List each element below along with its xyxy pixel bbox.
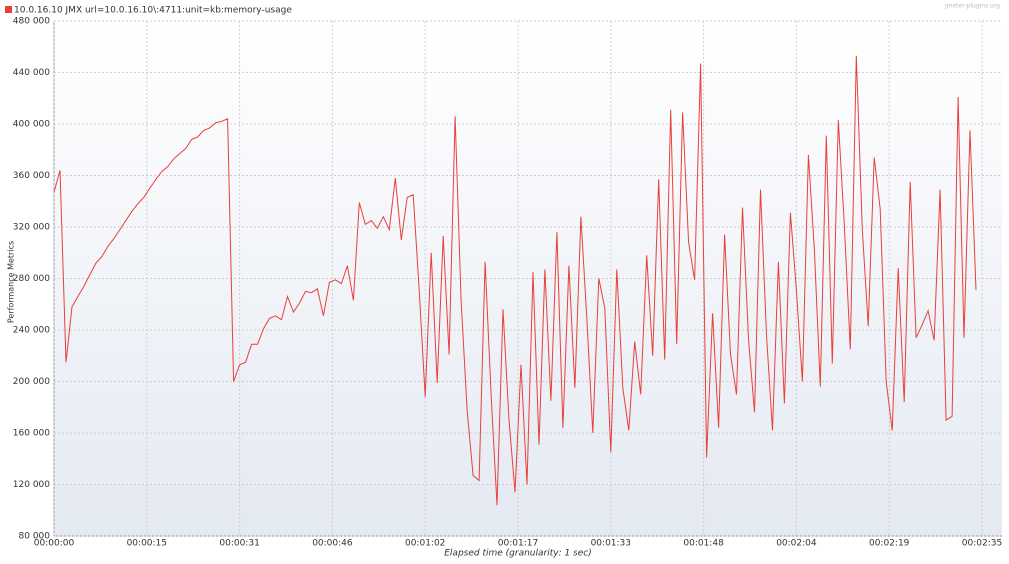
y-tick-label: 240 000 <box>13 326 50 336</box>
data-line <box>53 55 977 506</box>
x-tick-label: 00:02:04 <box>776 539 817 549</box>
y-tick-label: 480 000 <box>13 17 50 27</box>
x-tick-label: 00:00:15 <box>127 539 167 549</box>
y-tick-label: 280 000 <box>13 274 50 284</box>
x-tick-label: 00:01:17 <box>498 539 538 549</box>
x-axis-label: Elapsed time (granularity: 1 sec) <box>444 549 592 559</box>
y-tick-label: 80 000 <box>19 532 51 542</box>
legend-label: 10.0.16.10 JMX url=10.0.16.10\:4711:unit… <box>14 6 292 16</box>
y-tick-label: 360 000 <box>13 171 50 181</box>
x-tick-label: 00:00:31 <box>219 539 259 549</box>
x-tick-label: 00:02:35 <box>962 539 1002 549</box>
x-tick-label: 00:02:19 <box>869 539 910 549</box>
legend-swatch <box>5 6 12 13</box>
x-tick-label: 00:00:46 <box>312 539 353 549</box>
x-tick-label: 00:01:48 <box>683 539 724 549</box>
y-tick-label: 440 000 <box>13 68 50 78</box>
x-tick-label: 00:01:33 <box>591 539 631 549</box>
y-tick-label: 200 000 <box>13 377 50 387</box>
x-tick-label: 00:01:02 <box>405 539 445 549</box>
y-tick-label: 400 000 <box>13 120 50 130</box>
y-tick-label: 160 000 <box>13 429 50 439</box>
y-axis-label: Performance Metrics <box>7 241 16 323</box>
y-tick-label: 120 000 <box>13 480 50 490</box>
watermark: jmeter-plugins.org <box>944 3 1000 10</box>
y-tick-label: 320 000 <box>13 223 50 233</box>
x-tick-label: 00:00:00 <box>34 539 75 549</box>
